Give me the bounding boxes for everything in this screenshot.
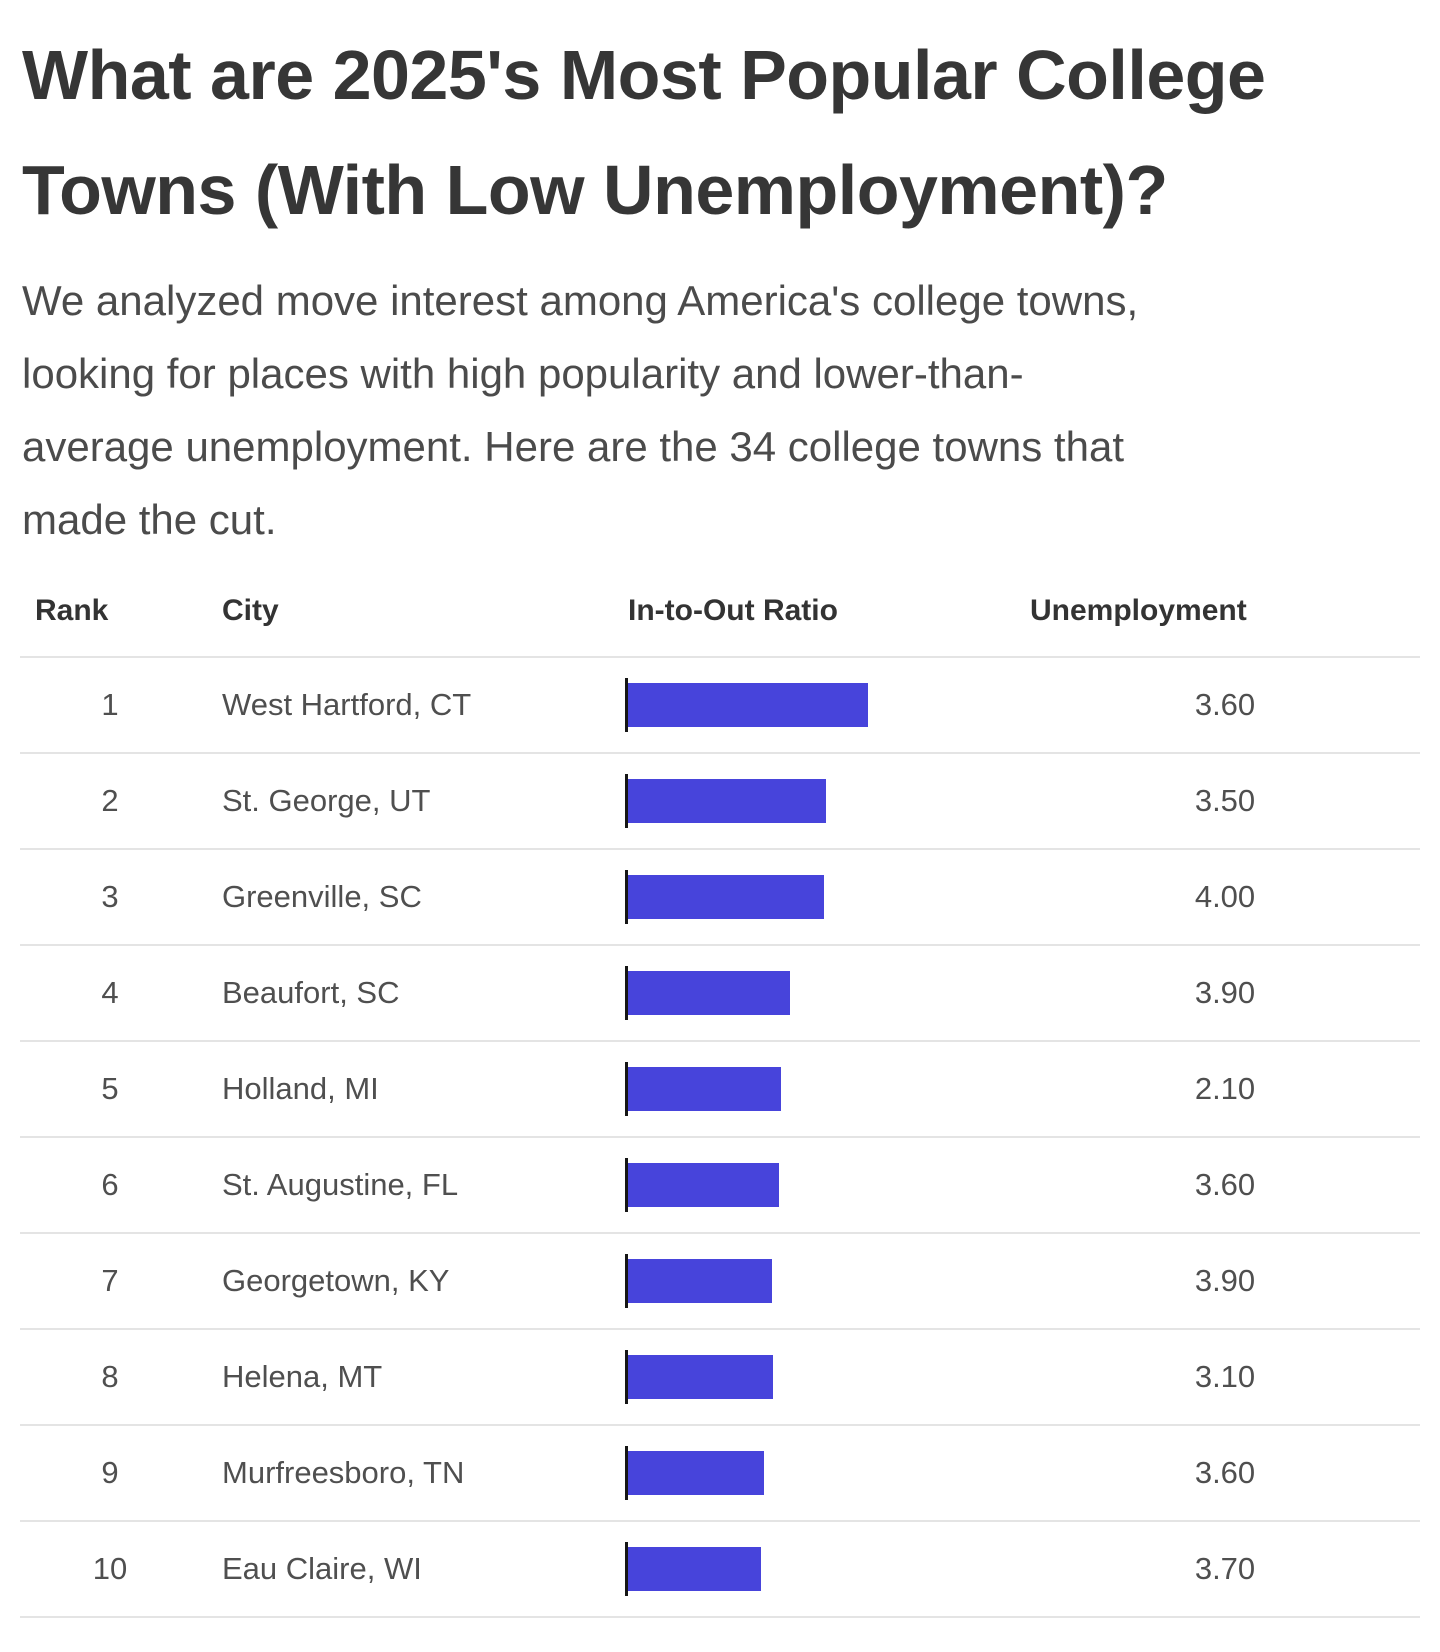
unemployment-cell: 3.60 — [1194, 1167, 1256, 1202]
college-towns-table: Rank City In-to-Out Ratio Unemployment 1… — [20, 566, 1420, 1618]
rank-cell: 4 — [101, 975, 119, 1010]
unemployment-cell: 3.70 — [1194, 1551, 1256, 1586]
table-row: 1 West Hartford, CT 3.60 — [20, 658, 1420, 754]
bar-axis-line — [625, 1062, 628, 1116]
page-subtitle: We analyzed move interest among America'… — [0, 264, 1440, 556]
rank-cell: 2 — [101, 783, 119, 818]
table-row: 2 St. George, UT 3.50 — [20, 754, 1420, 850]
ratio-bar-cell — [610, 1234, 1030, 1328]
unemployment-cell: 3.60 — [1194, 1455, 1256, 1490]
rank-cell: 8 — [101, 1359, 119, 1394]
table-header-row: Rank City In-to-Out Ratio Unemployment — [20, 566, 1420, 658]
bar-axis-line — [625, 774, 628, 828]
table-row: 7 Georgetown, KY 3.90 — [20, 1234, 1420, 1330]
bar-axis-line — [625, 1158, 628, 1212]
unemployment-cell: 3.50 — [1194, 783, 1256, 818]
ratio-bar-cell — [610, 850, 1030, 944]
ratio-bar-cell — [610, 1138, 1030, 1232]
rank-cell: 9 — [101, 1455, 119, 1490]
ratio-bar — [628, 1547, 761, 1591]
city-cell: Holland, MI — [222, 1071, 379, 1106]
table-row: 9 Murfreesboro, TN 3.60 — [20, 1426, 1420, 1522]
table-row: 4 Beaufort, SC 3.90 — [20, 946, 1420, 1042]
ratio-bar — [628, 1355, 773, 1399]
unemployment-cell: 2.10 — [1194, 1071, 1256, 1106]
city-cell: West Hartford, CT — [222, 687, 472, 722]
ratio-bar — [628, 1067, 781, 1111]
unemployment-cell: 3.10 — [1194, 1359, 1256, 1394]
city-cell: Eau Claire, WI — [222, 1551, 422, 1586]
bar-axis-line — [625, 1542, 628, 1596]
rank-cell: 1 — [101, 687, 119, 722]
header-unemployment: Unemployment — [1030, 594, 1247, 627]
ratio-bar — [628, 1163, 779, 1207]
city-cell: Beaufort, SC — [222, 975, 400, 1010]
ratio-bar-cell — [610, 946, 1030, 1040]
subtitle-line2: looking for places with high popularity … — [22, 350, 1024, 397]
ratio-bar — [628, 875, 824, 919]
bar-axis-line — [625, 1254, 628, 1308]
bar-axis-line — [625, 1350, 628, 1404]
subtitle-line4: made the cut. — [22, 496, 277, 543]
ratio-bar-cell — [610, 1426, 1030, 1520]
header-city: City — [222, 594, 279, 627]
subtitle-line1: We analyzed move interest among America'… — [22, 277, 1139, 324]
rank-cell: 6 — [101, 1167, 119, 1202]
city-cell: Georgetown, KY — [222, 1263, 450, 1298]
table-row: 8 Helena, MT 3.10 — [20, 1330, 1420, 1426]
table-row: 3 Greenville, SC 4.00 — [20, 850, 1420, 946]
header-ratio: In-to-Out Ratio — [628, 594, 838, 627]
header-rank: Rank — [35, 594, 109, 627]
page-title: What are 2025's Most Popular College Town… — [0, 18, 1440, 248]
ratio-bar-cell — [610, 658, 1030, 752]
subtitle-line3: average unemployment. Here are the 34 co… — [22, 423, 1124, 470]
city-cell: St. George, UT — [222, 783, 431, 818]
unemployment-cell: 3.90 — [1194, 975, 1256, 1010]
ratio-bar-cell — [610, 754, 1030, 848]
city-cell: Helena, MT — [222, 1359, 383, 1394]
page-title-line2: Towns (With Low Unemployment)? — [22, 151, 1168, 229]
city-cell: Greenville, SC — [222, 879, 422, 914]
unemployment-cell: 3.90 — [1194, 1263, 1256, 1298]
ratio-bar — [628, 779, 826, 823]
ratio-bar — [628, 1259, 772, 1303]
ratio-bar — [628, 1451, 764, 1495]
ratio-bar — [628, 683, 868, 727]
ratio-bar-cell — [610, 1042, 1030, 1136]
ratio-bar — [628, 971, 790, 1015]
city-cell: Murfreesboro, TN — [222, 1455, 465, 1490]
city-cell: St. Augustine, FL — [222, 1167, 459, 1202]
ratio-bar-cell — [610, 1330, 1030, 1424]
bar-axis-line — [625, 966, 628, 1020]
table-row: 6 St. Augustine, FL 3.60 — [20, 1138, 1420, 1234]
rank-cell: 3 — [101, 879, 119, 914]
bar-axis-line — [625, 1446, 628, 1500]
rank-cell: 10 — [92, 1551, 128, 1586]
unemployment-cell: 4.00 — [1194, 879, 1256, 914]
unemployment-cell: 3.60 — [1194, 687, 1256, 722]
table-row: 5 Holland, MI 2.10 — [20, 1042, 1420, 1138]
rank-cell: 7 — [101, 1263, 119, 1298]
table-row: 10 Eau Claire, WI 3.70 — [20, 1522, 1420, 1618]
rank-cell: 5 — [101, 1071, 119, 1106]
bar-axis-line — [625, 678, 628, 732]
bar-axis-line — [625, 870, 628, 924]
table-body: 1 West Hartford, CT 3.60 2 St. George, U… — [20, 658, 1420, 1618]
page-title-line1: What are 2025's Most Popular College — [22, 36, 1266, 114]
page: What are 2025's Most Popular College Town… — [0, 18, 1440, 1618]
ratio-bar-cell — [610, 1522, 1030, 1616]
